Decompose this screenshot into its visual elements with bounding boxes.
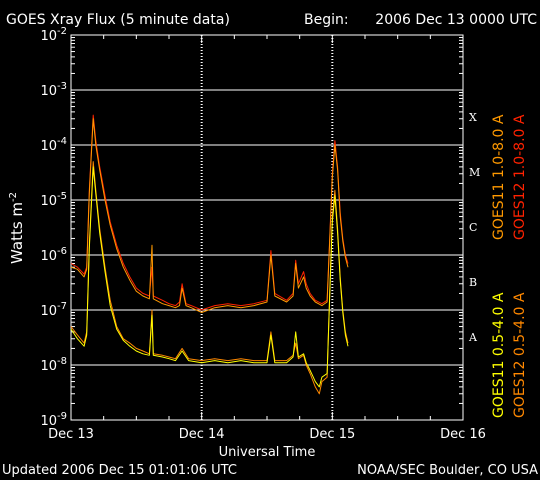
- flare-class-x: X: [469, 111, 477, 124]
- x-axis: Dec 13 Dec 14 Dec 15 Dec 16: [48, 35, 486, 442]
- series-line-goes11-1-0-8-0-a: [70, 118, 349, 313]
- footer-updated: Updated 2006 Dec 15 01:01:06 UTC: [2, 463, 237, 478]
- y-axis-label: Watts m: [8, 202, 26, 264]
- legend-goes11-long: GOES11 1.0-8.0 A: [491, 114, 507, 240]
- x-axis-title: Universal Time: [219, 445, 316, 460]
- series-line-goes12-0-5-4-0-a: [70, 161, 349, 395]
- y-tick-label: 10-7: [40, 301, 67, 319]
- begin-label: Begin:: [304, 12, 349, 28]
- flare-class-b: B: [469, 276, 477, 289]
- y-tick-label: 10-5: [40, 191, 67, 209]
- flare-class-labels: X M C B A: [468, 111, 480, 344]
- y-tick-label: 10-2: [40, 26, 67, 44]
- y-tick-label: 10-3: [40, 81, 67, 99]
- x-tick-label: Dec 14: [179, 427, 225, 442]
- y-axis: 10-2 10-3 10-4 10-5 10-6 10-7 10-8 10-9: [40, 26, 463, 429]
- flare-class-a: A: [468, 331, 478, 344]
- y-tick-label: 10-9: [40, 411, 67, 429]
- legend-goes11-short: GOES11 0.5-4.0 A: [491, 292, 507, 418]
- flare-class-c: C: [469, 221, 477, 234]
- legend-goes12-long: GOES12 1.0-8.0 A: [512, 114, 528, 240]
- y-axis-title: Watts m-2: [8, 192, 26, 264]
- y-tick-label: 10-4: [40, 136, 67, 154]
- y-tick-label: 10-6: [40, 246, 67, 264]
- series-line-goes11-0-5-4-0-a: [70, 166, 349, 388]
- flare-class-m: M: [469, 166, 480, 179]
- footer-source: NOAA/SEC Boulder, CO USA: [357, 463, 538, 478]
- legend: GOES11 0.5-4.0 A GOES12 0.5-4.0 A GOES11…: [491, 114, 528, 418]
- y-axis-unit-exponent: -2: [8, 192, 19, 202]
- series-lines: [70, 114, 349, 395]
- begin-value: 2006 Dec 13 0000 UTC: [375, 12, 537, 28]
- series-line-goes12-1-0-8-0-a: [70, 114, 349, 311]
- chart-title: GOES Xray Flux (5 minute data): [6, 12, 230, 28]
- x-tick-label: Dec 13: [48, 427, 94, 442]
- x-tick-label: Dec 16: [440, 427, 486, 442]
- x-tick-label: Dec 15: [309, 427, 355, 442]
- y-tick-label: 10-8: [40, 356, 67, 374]
- legend-goes12-short: GOES12 0.5-4.0 A: [512, 292, 528, 418]
